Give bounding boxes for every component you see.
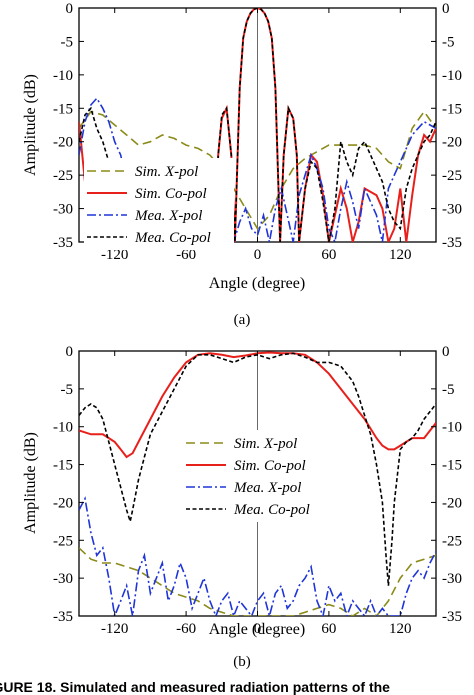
y-tick-label: 0 — [66, 344, 74, 360]
y-tick-label-right: -10 — [442, 420, 462, 436]
chart-a-xlabel: Angle (degree) — [209, 275, 305, 292]
y-tick-label: -20 — [53, 135, 73, 151]
x-tick-label: 120 — [389, 247, 412, 263]
y-tick-label: -5 — [61, 34, 74, 50]
y-tick-label: -20 — [53, 495, 73, 511]
x-tick-label: 0 — [254, 621, 262, 637]
figure-caption: FIGURE 18. Simulated and measured radiat… — [0, 679, 390, 695]
chart-b-xlabel: Angle (degree) — [209, 621, 305, 638]
x-tick-label: 60 — [321, 247, 336, 263]
series-line-sim-x-pol — [79, 110, 436, 230]
y-tick-label: -30 — [53, 571, 73, 587]
x-tick-label: 60 — [321, 621, 336, 637]
y-tick-label-right: -5 — [442, 34, 455, 50]
x-tick-label: -60 — [176, 621, 196, 637]
legend-label: Mea. Co-pol — [233, 502, 310, 518]
y-tick-label-right: 0 — [442, 344, 450, 360]
x-tick-label: 0 — [254, 247, 262, 263]
legend-label: Mea. X-pol — [233, 480, 301, 496]
chart-a-ticks: -120 -60 0 60 120 0 0 -5 -5 -10 -10 -15 -15 -20 -20 -25… — [53, 1, 462, 263]
y-tick-label: 0 — [66, 1, 74, 17]
y-tick-label: -30 — [53, 202, 73, 218]
y-tick-label-right: -30 — [442, 571, 462, 587]
y-tick-label: -15 — [53, 458, 73, 474]
y-tick-label: -25 — [53, 533, 73, 549]
series-line-mea-co-pol — [79, 8, 436, 242]
x-tick-label: -60 — [176, 247, 196, 263]
legend-label: Sim. Co-pol — [135, 186, 207, 202]
chart-b-legend: Sim. X-pol Sim. Co-pol Mea. X-pol Mea. Co-p… — [183, 430, 338, 522]
legend-label: Sim. X-pol — [135, 164, 198, 180]
y-tick-label-right: -25 — [442, 168, 462, 184]
y-tick-label-right: -20 — [442, 495, 462, 511]
x-tick-label: -120 — [101, 247, 129, 263]
y-tick-label: -5 — [61, 382, 74, 398]
series-line-mea-x-pol — [79, 96, 436, 242]
y-tick-label: -10 — [53, 68, 73, 84]
legend-label: Mea. X-pol — [134, 208, 202, 224]
y-tick-label-right: -35 — [442, 235, 462, 251]
y-tick-label: -15 — [53, 101, 73, 117]
legend-background — [183, 430, 338, 522]
chart-b-sublabel: (b) — [233, 654, 251, 670]
chart-a: -120 -60 0 60 120 0 0 -5 -5 -10 -10 -15 -15 -20 -20 -25… — [22, 1, 462, 328]
y-tick-label-right: -15 — [442, 458, 462, 474]
legend-label: Sim. X-pol — [234, 436, 297, 452]
y-tick-label-right: -35 — [442, 609, 462, 625]
y-tick-label: -10 — [53, 420, 73, 436]
chart-a-ylabel: Amplitude (dB) — [22, 74, 39, 176]
y-tick-label-right: -30 — [442, 202, 462, 218]
chart-a-series-group — [79, 8, 436, 242]
y-tick-label: -35 — [53, 235, 73, 251]
y-tick-label: -25 — [53, 168, 73, 184]
y-tick-label-right: -25 — [442, 533, 462, 549]
legend-label: Mea. Co-pol — [134, 230, 211, 246]
y-tick-label-right: -5 — [442, 382, 455, 398]
y-tick-label-right: -20 — [442, 135, 462, 151]
legend-label: Sim. Co-pol — [234, 458, 306, 474]
chart-b: -120 -60 0 60 120 0 0 -5 -5 -10 -10 -15 -15 -20 -20 -25… — [22, 344, 462, 670]
chart-a-sublabel: (a) — [234, 312, 251, 328]
y-tick-label-right: 0 — [442, 1, 450, 17]
x-tick-label: 120 — [389, 621, 412, 637]
series-line-mea-x-pol — [79, 496, 436, 616]
legend-background — [84, 158, 234, 250]
y-tick-label: -35 — [53, 609, 73, 625]
x-tick-label: -120 — [101, 621, 129, 637]
chart-b-ylabel: Amplitude (dB) — [22, 432, 39, 534]
chart-a-legend: Sim. X-pol Sim. Co-pol Mea. X-pol Mea. Co-p… — [84, 158, 234, 250]
series-line-mea-co-pol — [79, 352, 436, 586]
chart-b-ticks: -120 -60 0 60 120 0 0 -5 -5 -10 -10 -15 -15 -20 -20 -25… — [53, 344, 462, 637]
y-tick-label-right: -15 — [442, 101, 462, 117]
y-tick-label-right: -10 — [442, 68, 462, 84]
